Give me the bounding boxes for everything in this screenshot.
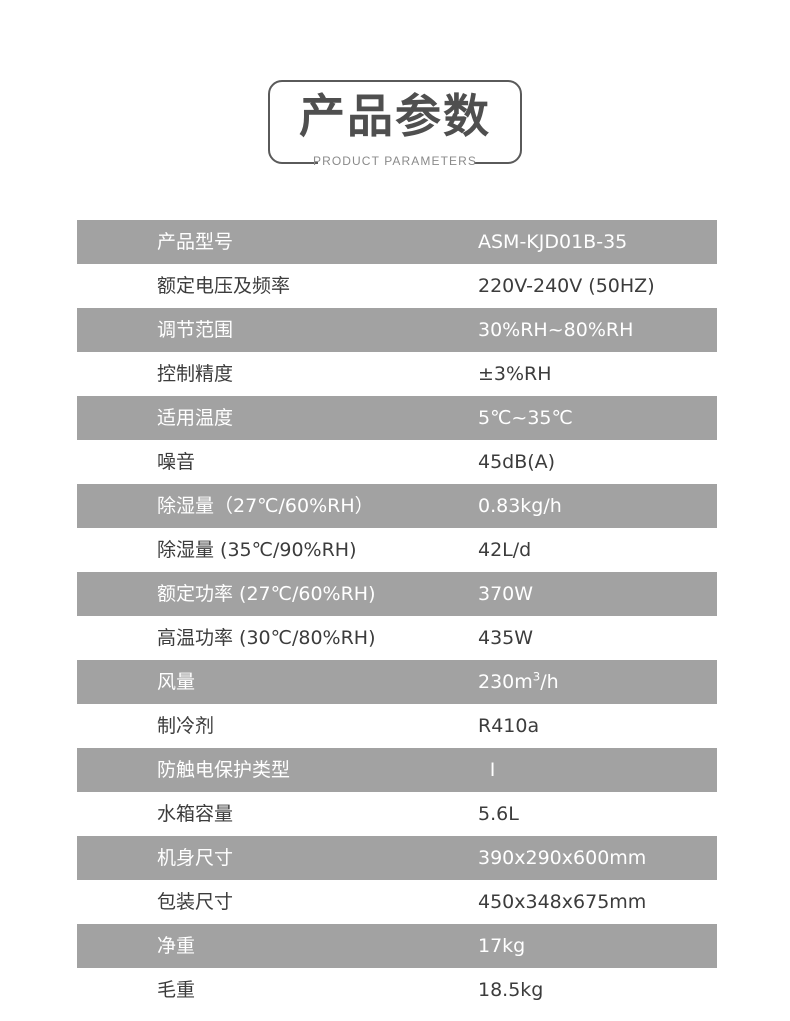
table-row: 产品型号 ASM-KJD01B-35 xyxy=(77,220,717,264)
spec-label: 适用温度 xyxy=(157,407,234,429)
spec-value: 450x348x675mm xyxy=(478,891,647,913)
spec-label: 毛重 xyxy=(157,979,196,1001)
spec-value: 435W xyxy=(478,627,534,649)
table-row: 适用温度 5℃~35℃ xyxy=(77,396,717,440)
page-subtitle: PRODUCT PARAMETERS xyxy=(312,154,478,168)
table-row: 额定功率 (27℃/60%RH) 370W xyxy=(77,572,717,616)
table-row: 防触电保护类型 I xyxy=(77,748,717,792)
spec-value: 220V-240V (50HZ) xyxy=(478,275,655,297)
table-row: 制冷剂 R410a xyxy=(77,704,717,748)
table-row: 噪音 45dB(A) xyxy=(77,440,717,484)
spec-label: 高温功率 (30℃/80%RH) xyxy=(157,627,376,649)
spec-label: 水箱容量 xyxy=(157,803,234,825)
spec-value: 5℃~35℃ xyxy=(478,407,573,429)
spec-label: 除湿量（27℃/60%RH） xyxy=(157,495,374,517)
spec-value: 370W xyxy=(478,583,534,605)
spec-label: 包装尺寸 xyxy=(157,891,234,913)
table-row: 除湿量 (35℃/90%RH) 42L/d xyxy=(77,528,717,572)
spec-value: 5.6L xyxy=(478,803,519,825)
spec-label: 风量 xyxy=(157,671,196,693)
spec-label: 产品型号 xyxy=(157,231,234,253)
spec-value: 230m3/h xyxy=(478,669,559,693)
spec-label: 机身尺寸 xyxy=(157,847,234,869)
spec-value: 17kg xyxy=(478,935,526,957)
spec-value: 390x290x600mm xyxy=(478,847,647,869)
table-row: 高温功率 (30℃/80%RH) 435W xyxy=(77,616,717,660)
table-row: 调节范围 30%RH~80%RH xyxy=(77,308,717,352)
table-row: 毛重 18.5kg xyxy=(77,968,717,1012)
spec-label: 调节范围 xyxy=(157,319,234,341)
spec-label: 防触电保护类型 xyxy=(157,759,291,781)
spec-value: 0.83kg/h xyxy=(478,495,562,517)
spec-value: ±3%RH xyxy=(478,363,552,385)
spec-label: 噪音 xyxy=(157,451,196,473)
spec-value: 30%RH~80%RH xyxy=(478,319,634,341)
spec-value: 18.5kg xyxy=(478,979,544,1001)
table-row: 机身尺寸 390x290x600mm xyxy=(77,836,717,880)
table-row: 除湿量（27℃/60%RH） 0.83kg/h xyxy=(77,484,717,528)
spec-value: I xyxy=(489,759,496,781)
spec-value: 45dB(A) xyxy=(478,451,556,473)
spec-label: 制冷剂 xyxy=(157,715,215,737)
table-row: 水箱容量 5.6L xyxy=(77,792,717,836)
table-row: 风量 230m3/h xyxy=(77,660,717,704)
table-row: 额定电压及频率 220V-240V (50HZ) xyxy=(77,264,717,308)
spec-label: 净重 xyxy=(157,935,196,957)
spec-value: ASM-KJD01B-35 xyxy=(478,231,628,253)
table-row: 净重 17kg xyxy=(77,924,717,968)
spec-value: R410a xyxy=(478,715,540,737)
title-frame-caption-gap xyxy=(318,155,474,167)
spec-label: 额定功率 (27℃/60%RH) xyxy=(157,583,376,605)
table-row: 控制精度 ±3%RH xyxy=(77,352,717,396)
spec-value: 42L/d xyxy=(478,539,532,561)
spec-table: 产品型号 ASM-KJD01B-35 额定电压及频率 220V-240V (50HZ)… xyxy=(77,220,717,1012)
page-header: 产品参数 PRODUCT PARAMETERS xyxy=(0,0,790,200)
table-row: 包装尺寸 450x348x675mm xyxy=(77,880,717,924)
page-title: 产品参数 xyxy=(299,89,491,143)
spec-label: 控制精度 xyxy=(157,363,234,385)
spec-label: 除湿量 (35℃/90%RH) xyxy=(157,539,357,561)
spec-label: 额定电压及频率 xyxy=(157,275,291,297)
